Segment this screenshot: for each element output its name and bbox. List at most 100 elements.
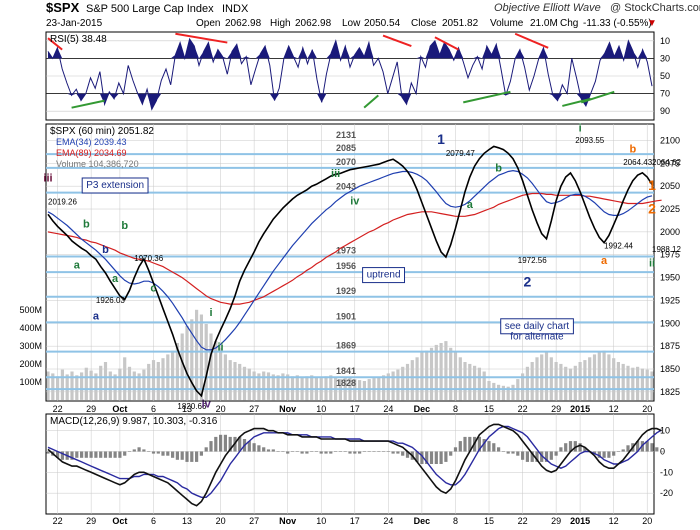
macd-panel (45, 413, 655, 515)
macd-histogram-bar (290, 451, 295, 452)
macd-x-axis-label: 10 (316, 516, 326, 526)
volume-bar (147, 363, 151, 400)
rsi-trendline-red (382, 34, 412, 48)
macd-histogram-bar (113, 451, 117, 458)
macd-histogram-bar (46, 451, 50, 454)
volume-value: 21.0M (530, 18, 558, 29)
volume-bar (549, 357, 553, 401)
price-title: $SPX (60 min) 2051.82 (50, 126, 154, 137)
volume-bar (468, 363, 472, 400)
close-value: 2051.82 (442, 18, 479, 29)
macd-histogram-bar (602, 451, 606, 458)
macd-x-axis-label: 15 (484, 516, 494, 526)
rsi-tick-label: 10 (660, 36, 670, 46)
header-symbol: $SPX (46, 0, 80, 15)
macd-histogram-bar (521, 451, 525, 460)
macd-x-axis-label: 24 (383, 516, 393, 526)
macd-x-axis-label: 29 (86, 516, 96, 526)
macd-histogram-bar (75, 451, 79, 458)
rsi-layer: 90 70 50 30 10 (46, 32, 670, 116)
volume-bar (602, 350, 606, 400)
wave-annotation-label: 2079.47 (446, 149, 475, 158)
rsi-trendline-red (514, 32, 549, 49)
x-axis-label: 20 (642, 404, 652, 414)
volume-bar (588, 357, 592, 401)
x-axis-label: 24 (383, 404, 393, 414)
macd-histogram-bar (118, 451, 122, 458)
macd-layer: 100-10-20 (46, 414, 673, 514)
wave-annotation-label: 1972.56 (518, 256, 547, 265)
volume-bar (482, 371, 486, 400)
macd-histogram-bar (166, 451, 170, 456)
macd-x-axis-label: 27 (249, 516, 259, 526)
volume-bar (382, 375, 386, 400)
wave-annotation-label: c (150, 282, 156, 294)
volume-bar (391, 371, 395, 400)
wave-annotation-label: 1988.12 (652, 245, 681, 254)
volume-tick-label: 200M (19, 359, 42, 369)
macd-histogram-bar (108, 451, 112, 458)
volume-bar (621, 363, 625, 400)
fib-level-label: 2043 (336, 182, 356, 192)
macd-tick-label: -10 (660, 467, 673, 477)
volume-bar (276, 375, 280, 400)
volume-bar (209, 333, 213, 400)
macd-histogram-bar (453, 447, 458, 452)
header-branding: Objective Elliott Wave (494, 2, 601, 14)
macd-x-axis-label: Oct (112, 516, 127, 526)
macd-histogram-bar (358, 451, 362, 454)
macd-histogram-bar (506, 451, 510, 454)
macd-x-axis-label: 17 (350, 516, 360, 526)
macd-x-axis-label: 22 (518, 516, 528, 526)
macd-histogram-bar (271, 449, 275, 452)
volume-bar (463, 362, 467, 400)
macd-histogram-bar (554, 451, 558, 456)
volume-bar (214, 341, 218, 400)
macd-histogram-bar (386, 451, 390, 452)
volume-bar (492, 382, 496, 400)
macd-histogram-bar (262, 447, 266, 452)
rsi-tick-label: 90 (660, 106, 670, 116)
volume-bar (161, 358, 165, 400)
volume-bar (425, 350, 429, 400)
wave-annotation-label: a (93, 311, 100, 323)
macd-histogram-bar (338, 451, 342, 452)
macd-histogram-bar (60, 451, 64, 460)
volume-bar (631, 367, 635, 400)
macd-histogram-bar (597, 451, 601, 458)
volume-bar (199, 314, 203, 400)
annotation-box (500, 318, 574, 335)
volume-bar (410, 360, 414, 400)
price-tick-label: 2000 (660, 227, 680, 237)
volume-bar (458, 357, 462, 401)
macd-title: MACD(12,26,9) 9.987, 10.303, -0.316 (50, 416, 218, 427)
x-axis-label: 22 (518, 404, 528, 414)
macd-histogram-bar (137, 447, 141, 452)
macd-line (47, 423, 662, 507)
price-tick-label: 1900 (660, 318, 680, 328)
price-tick-label: 2100 (660, 135, 680, 145)
macd-histogram-bar (123, 451, 127, 456)
macd-histogram-bar (343, 451, 347, 452)
wave-annotation-label: 2064.62 (652, 158, 681, 167)
volume-bar (94, 373, 98, 400)
macd-histogram-bar (329, 451, 333, 454)
volume-tick-label: 100M (19, 377, 42, 387)
ema89-line (47, 192, 662, 305)
fib-level-label: 2085 (336, 143, 356, 153)
macd-histogram-bar (391, 451, 395, 454)
wave-annotation-label: ii (218, 342, 224, 354)
macd-tick-label: 10 (660, 426, 670, 436)
macd-histogram-bar (616, 451, 620, 452)
ema34-legend: EMA(34) 2039.43 (56, 137, 127, 147)
x-axis-label: 15 (484, 404, 494, 414)
volume-bar (65, 374, 69, 401)
macd-histogram-bar (310, 451, 314, 452)
volume-bar (132, 371, 136, 400)
macd-histogram-bar (559, 447, 563, 452)
low-label: Low (342, 18, 361, 29)
macd-histogram-bar (276, 451, 280, 452)
macd-x-axis-label: 12 (609, 516, 619, 526)
volume-bar (204, 324, 208, 400)
wave-annotation-label: b (102, 244, 109, 256)
